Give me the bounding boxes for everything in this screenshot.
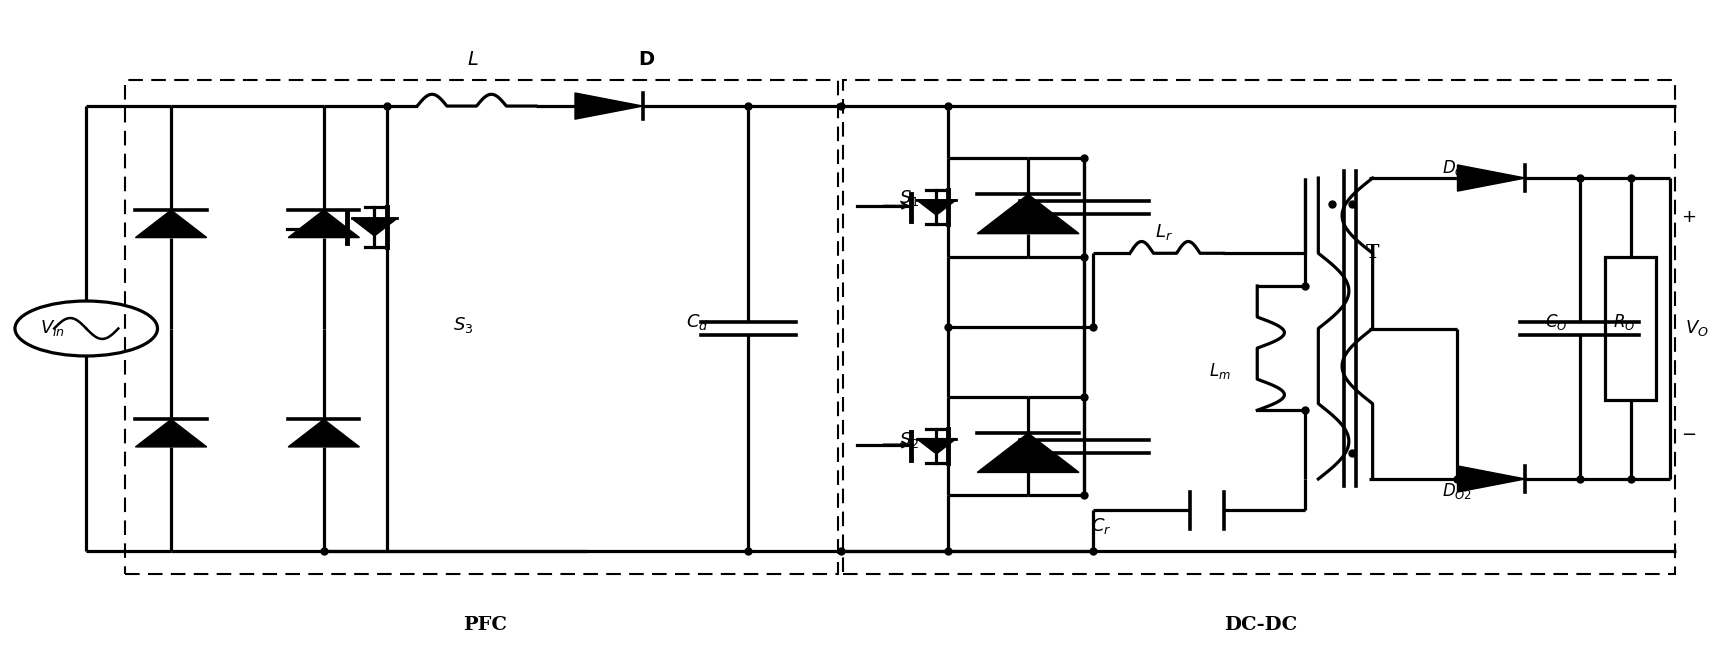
Bar <box>843 80 1675 574</box>
Text: $\mathbf{D}$: $\mathbf{D}$ <box>637 51 654 69</box>
Polygon shape <box>135 419 207 447</box>
Bar <box>125 80 838 574</box>
Polygon shape <box>1458 466 1525 492</box>
Polygon shape <box>976 194 1079 234</box>
Text: $S_2$: $S_2$ <box>899 430 920 450</box>
Polygon shape <box>1458 165 1525 191</box>
Polygon shape <box>351 218 397 236</box>
Bar <box>1605 256 1656 401</box>
Text: $+$: $+$ <box>1680 208 1696 226</box>
Polygon shape <box>916 439 956 454</box>
Text: $L$: $L$ <box>468 51 480 69</box>
Text: $-$: $-$ <box>1680 424 1696 442</box>
Text: $L_m$: $L_m$ <box>1209 361 1232 381</box>
Polygon shape <box>135 210 207 238</box>
Text: DC-DC: DC-DC <box>1225 616 1297 634</box>
Text: $C_d$: $C_d$ <box>685 312 709 332</box>
Text: $V_O$: $V_O$ <box>1686 319 1708 338</box>
Text: T: T <box>1365 244 1379 262</box>
Polygon shape <box>288 419 360 447</box>
Polygon shape <box>576 93 642 119</box>
Text: $D_{O1}$: $D_{O1}$ <box>1442 158 1473 178</box>
Text: $C_O$: $C_O$ <box>1545 312 1567 332</box>
Text: $R_O$: $R_O$ <box>1612 312 1634 332</box>
Text: $S_1$: $S_1$ <box>899 188 920 208</box>
Text: $L_r$: $L_r$ <box>1155 221 1173 242</box>
Polygon shape <box>916 200 956 215</box>
Polygon shape <box>288 210 360 238</box>
Text: $D_{O2}$: $D_{O2}$ <box>1442 481 1473 501</box>
Text: PFC: PFC <box>463 616 507 634</box>
Polygon shape <box>976 433 1079 472</box>
Text: $S_3$: $S_3$ <box>452 315 473 335</box>
Text: $V_{in}$: $V_{in}$ <box>39 319 65 338</box>
Text: $C_r$: $C_r$ <box>1091 516 1112 536</box>
